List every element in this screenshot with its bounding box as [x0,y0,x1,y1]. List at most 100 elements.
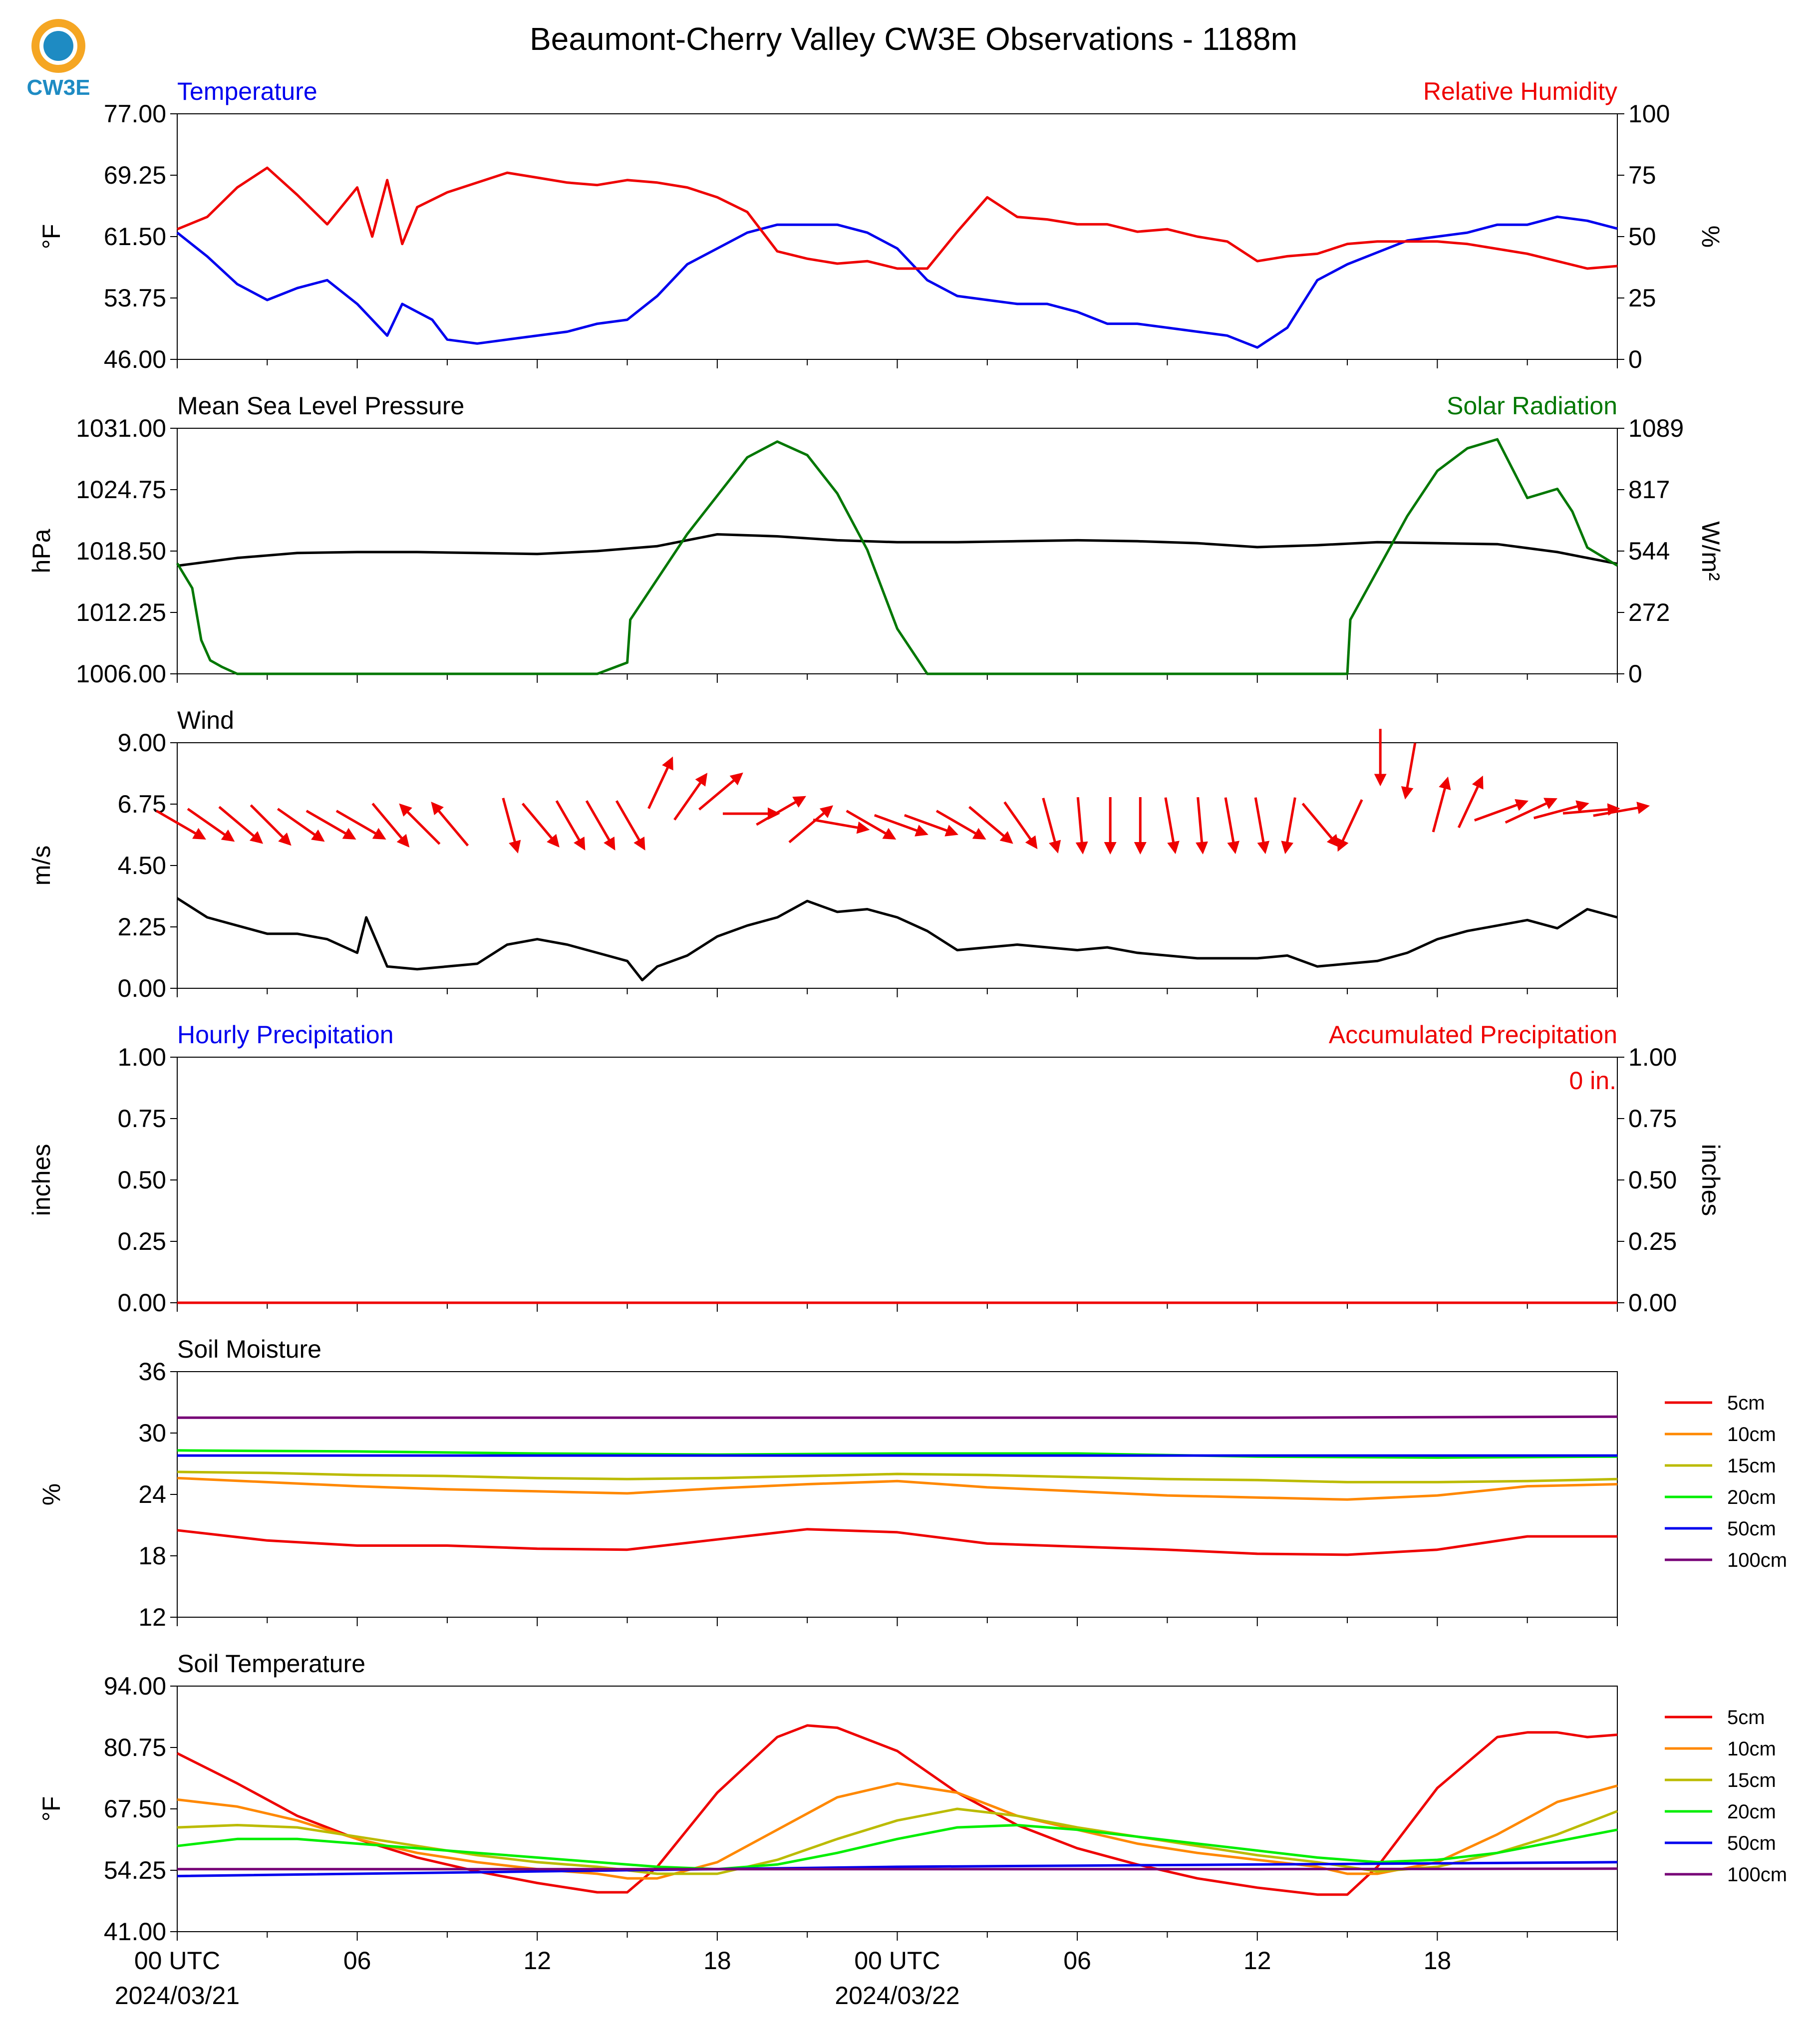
x-tick-label: 18 [1424,1947,1452,1975]
wind-arrow [1533,800,1589,820]
series-line-15cm [177,1470,1618,1483]
y-tick-label: 0.25 [118,1227,166,1255]
logo-text: CW3E [26,75,90,100]
wind-arrow [1562,803,1620,816]
wind-arrow [968,806,1013,844]
legend-label: 20cm [1727,1801,1776,1823]
panel-precip: 1.00 0.75 0.50 0.25 0.00 1.00 0.75 0.50 0.25 0.00… [27,1021,1725,1317]
legend-label: 20cm [1727,1486,1776,1508]
y-tick-label-right: 1.00 [1628,1043,1677,1071]
y-tick-label: 67.50 [104,1795,166,1823]
y-tick-label: 0.75 [118,1105,166,1133]
accumulated-precip-label: 0 in. [1569,1067,1616,1095]
y-tick-label: 77.00 [104,100,166,128]
wind-arrow [1457,775,1484,829]
y-tick-label-right: 0.00 [1628,1289,1677,1317]
y-tick-label-right: 1089 [1628,414,1684,442]
panel-soil_temp: 94.00 80.75 67.50 54.25 41.00 Soil Temperatur… [37,1650,1787,1946]
x-tick-label: 12 [1243,1947,1271,1975]
y-tick-label: 24 [138,1480,166,1508]
y-tick-label: 2.25 [118,913,166,941]
legend-label: 50cm [1727,1832,1776,1854]
wind-arrow [788,805,834,844]
legend-label: 50cm [1727,1518,1776,1540]
x-date-label: 2024/03/21 [115,1982,240,2010]
plot-frame [177,1686,1618,1932]
y-tick-label: 1006.00 [76,660,166,688]
wind-arrow [156,810,206,840]
series-line-mean-sea-level-pressure [177,533,1618,567]
y-tick-label: 53.75 [104,284,166,312]
y-tick-label-right: 544 [1628,537,1670,565]
legend-label: 5cm [1727,1707,1765,1729]
series-line-wind-speed [176,897,1618,982]
y-tick-label: 80.75 [104,1734,166,1761]
series-line-temperature [176,215,1618,349]
y-tick-label-right: 75 [1628,161,1656,189]
x-tick-label: 18 [703,1947,731,1975]
wind-arrow [1254,797,1270,855]
series-line-5cm [177,1528,1617,1556]
y-tick-label-right: 100 [1628,100,1670,128]
panel-temp_rh: 77.00 69.25 61.50 53.75 46.00 100 75 50 25 0 Tempe… [37,77,1725,373]
wind-arrow [555,800,586,851]
x-tick-label: 00 UTC [134,1947,220,1975]
y-tick-label: 61.50 [104,223,166,251]
wind-arrow [1042,798,1061,854]
wind-arrow [673,773,708,821]
logo-drop-icon [43,31,73,61]
wind-arrow [813,818,870,834]
wind-arrow [756,796,807,826]
wind-arrow [335,810,386,840]
legend-label: 5cm [1727,1392,1765,1414]
legend-label: 10cm [1727,1738,1776,1760]
wind-arrow [1505,798,1558,824]
wind-arrow [277,808,325,842]
wind-arrow [1075,797,1088,855]
y-tick-label-right: 0.25 [1628,1227,1677,1255]
wind-arrow [935,810,986,840]
y-tick-label: 69.25 [104,161,166,189]
y-axis-unit-left: °F [37,1796,65,1822]
y-tick-label-right: 0.75 [1628,1105,1677,1133]
y-axis-unit-right: % [1697,226,1725,248]
wind-arrow [1196,797,1209,855]
y-axis-unit-right: W/m² [1697,521,1725,580]
wind-arrow [1474,799,1528,822]
wind-arrow [250,804,292,846]
y-axis-unit-right: inches [1697,1144,1725,1216]
legend-label: 100cm [1727,1864,1787,1886]
wind-arrow [874,814,928,837]
wind-arrow [698,772,743,811]
x-tick-label: 06 [343,1947,371,1975]
legend-label: 10cm [1727,1424,1776,1446]
wind-arrow [502,798,521,854]
y-tick-label: 1024.75 [76,476,166,504]
legend-label: 100cm [1727,1549,1787,1571]
x-tick-label: 06 [1063,1947,1091,1975]
panel-title-right: Relative Humidity [1423,77,1617,105]
y-tick-label: 4.50 [118,852,166,879]
y-tick-label-right: 817 [1628,476,1670,504]
series-line-solar-radiation [176,438,1618,675]
panel-soil_moisture: 36 30 24 18 12 Soil Moisture% 5cm 10cm 15cm 20cm 5… [37,1335,1787,1631]
wind-arrow [521,803,560,848]
series-line-relative-humidity [177,166,1618,270]
panel-title-left: Mean Sea Level Pressure [177,392,464,420]
panel-title-left: Soil Temperature [177,1650,365,1678]
y-tick-label: 6.75 [118,790,166,818]
y-tick-label: 9.00 [118,729,166,757]
wind-arrow [399,803,441,845]
plot-frame [177,1057,1618,1303]
y-tick-label: 36 [138,1358,166,1386]
y-axis-unit-left: m/s [27,846,55,886]
logo-ring [31,19,85,73]
wind-arrow [1401,743,1417,800]
series-line-10cm [177,1782,1618,1880]
y-tick-label: 18 [138,1542,166,1570]
y-tick-label: 0.00 [118,1289,166,1317]
panel-title-right: Solar Radiation [1447,392,1617,420]
series-line-10cm [177,1476,1618,1501]
wind-arrow [904,814,958,837]
